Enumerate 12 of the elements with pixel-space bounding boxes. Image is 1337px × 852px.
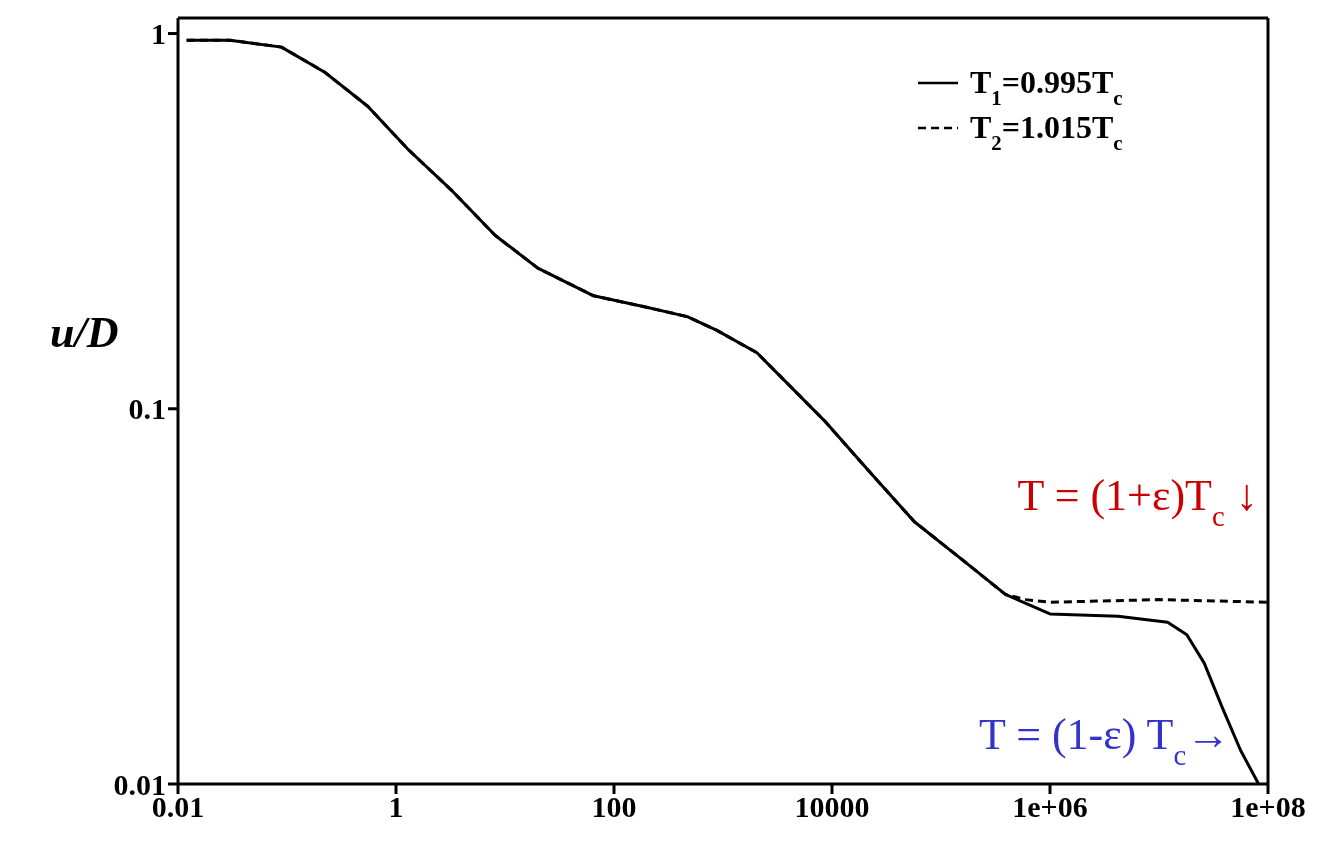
x-tick-label: 1 xyxy=(388,790,404,824)
x-tick-label: 1e+08 xyxy=(1230,790,1306,824)
annotation: T = (1-ε) T$_{c}$→ xyxy=(979,710,1231,771)
x-tick-label: 1e+06 xyxy=(1012,790,1088,824)
legend-label: T$_{2}$=1.015T$_{c}$ xyxy=(970,109,1123,154)
annotation: T = (1+ε)T$_{c}$ ↓ xyxy=(1017,470,1258,532)
y-axis-title: u/D xyxy=(50,308,119,358)
y-tick-label: 0.1 xyxy=(128,392,166,426)
x-tick-label: 10000 xyxy=(794,790,870,824)
y-tick-label: 1 xyxy=(151,17,166,51)
legend-label: T$_{1}$=0.995T$_{c}$ xyxy=(970,64,1123,109)
x-tick-label: 100 xyxy=(591,790,637,824)
